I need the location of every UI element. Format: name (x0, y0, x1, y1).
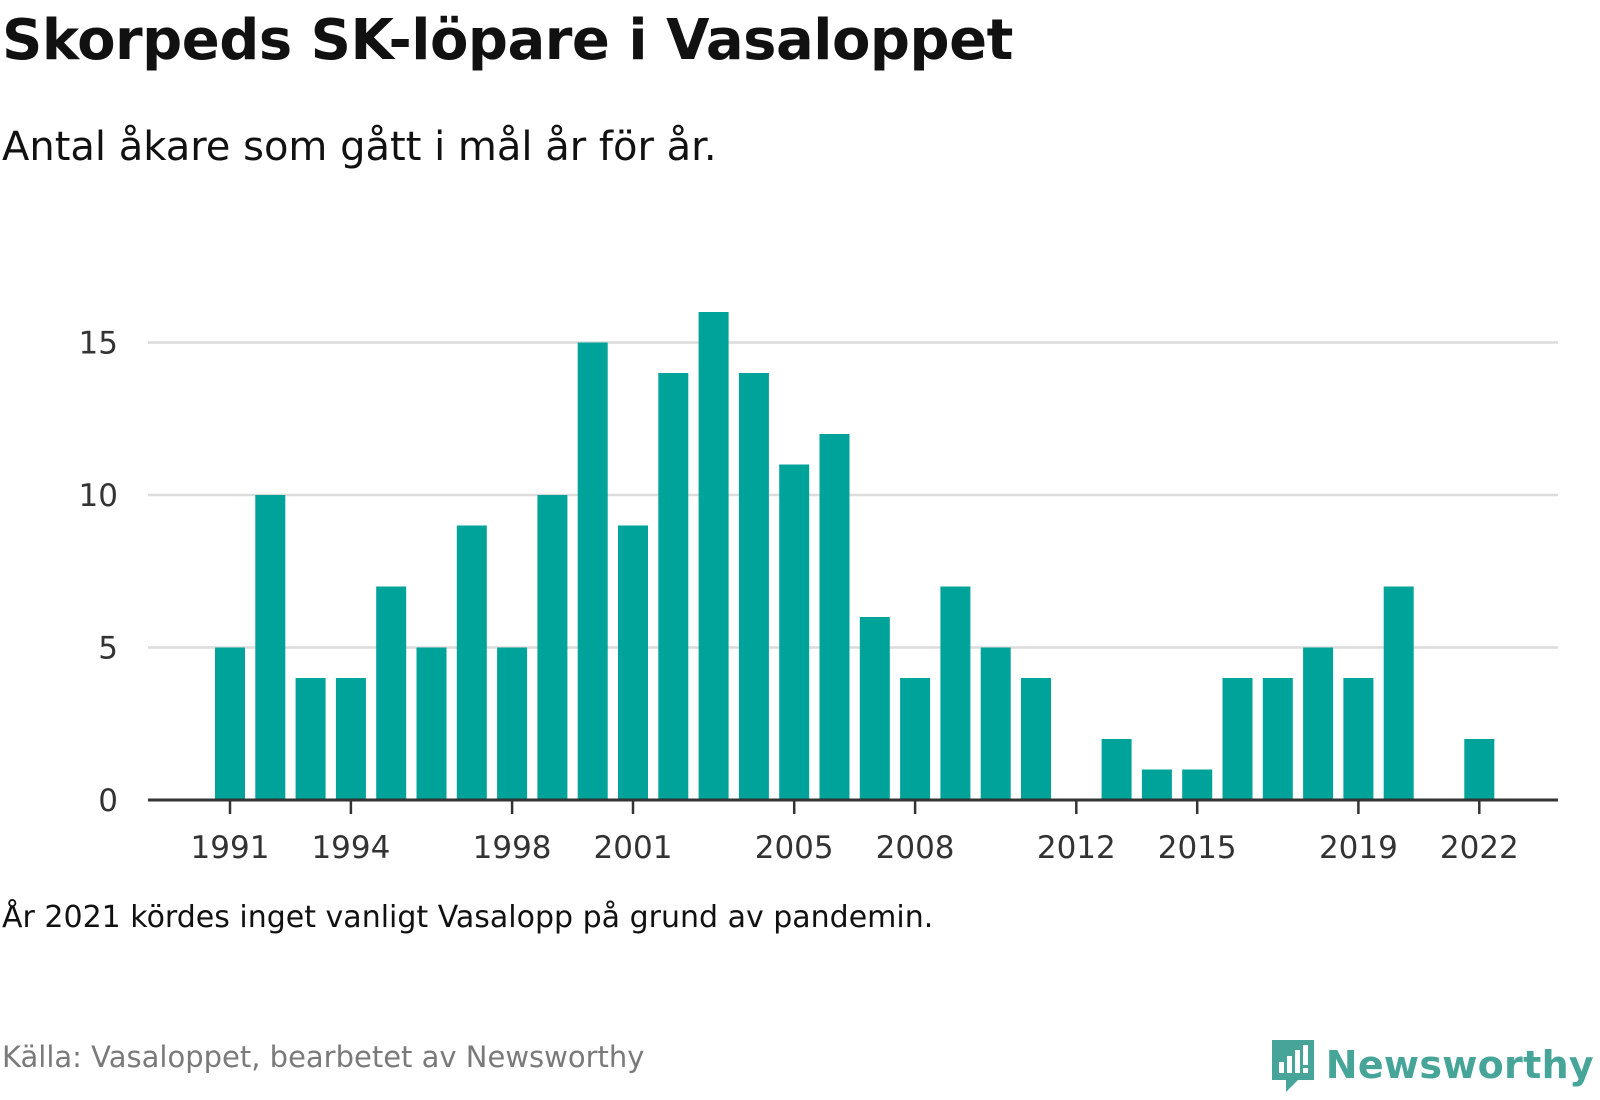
bar (1464, 739, 1495, 800)
bar (215, 647, 245, 800)
x-tick-label: 2022 (1440, 830, 1519, 866)
brand-name: Newsworthy (1325, 1043, 1594, 1087)
source-credit: Källa: Vasaloppet, bearbetet av Newswort… (2, 1040, 645, 1074)
y-tick-label: 5 (98, 631, 118, 667)
bar (859, 617, 890, 800)
bar (779, 464, 810, 800)
bar (1141, 769, 1172, 800)
bar (1222, 678, 1253, 800)
bar (255, 495, 286, 800)
bar (658, 373, 689, 800)
x-tick-label: 2008 (876, 830, 955, 866)
bar (1343, 678, 1374, 800)
bar (1383, 586, 1414, 800)
x-tick-label: 2005 (755, 830, 834, 866)
bar (940, 586, 971, 800)
bar (980, 647, 1011, 800)
bar (497, 647, 528, 800)
bar (900, 678, 931, 800)
x-tick-label: 2019 (1319, 830, 1398, 866)
bar (456, 525, 487, 800)
bar (819, 434, 850, 800)
bar (295, 678, 326, 800)
bar (738, 373, 769, 800)
bar (1182, 769, 1213, 800)
chart-subtitle: Antal åkare som gått i mål år för år. (2, 124, 717, 170)
newsworthy-logo-icon (1271, 1040, 1314, 1092)
x-tick-label: 2001 (594, 830, 673, 866)
y-tick-label: 10 (79, 478, 118, 514)
x-tick-label: 1998 (473, 830, 552, 866)
bar (1101, 739, 1132, 800)
x-tick-label: 2015 (1158, 830, 1237, 866)
bar (577, 342, 608, 800)
chart-title: Skorpeds SK-löpare i Vasaloppet (2, 8, 1013, 73)
x-tick-label: 1994 (311, 830, 390, 866)
bar (537, 495, 568, 800)
bar (698, 312, 729, 800)
bar (335, 678, 366, 800)
bar (618, 525, 648, 800)
bar (376, 586, 407, 800)
bar (416, 647, 447, 800)
x-tick-label: 1991 (191, 830, 270, 866)
footnote: År 2021 kördes inget vanligt Vasalopp på… (2, 900, 934, 935)
bar (1262, 678, 1293, 800)
bar (1021, 678, 1051, 800)
x-tick-label: 2012 (1037, 830, 1116, 866)
y-tick-label: 0 (98, 783, 118, 819)
y-tick-label: 15 (79, 326, 118, 362)
bar (1303, 647, 1334, 800)
newsworthy-logo: Newsworthy (1268, 1030, 1594, 1100)
